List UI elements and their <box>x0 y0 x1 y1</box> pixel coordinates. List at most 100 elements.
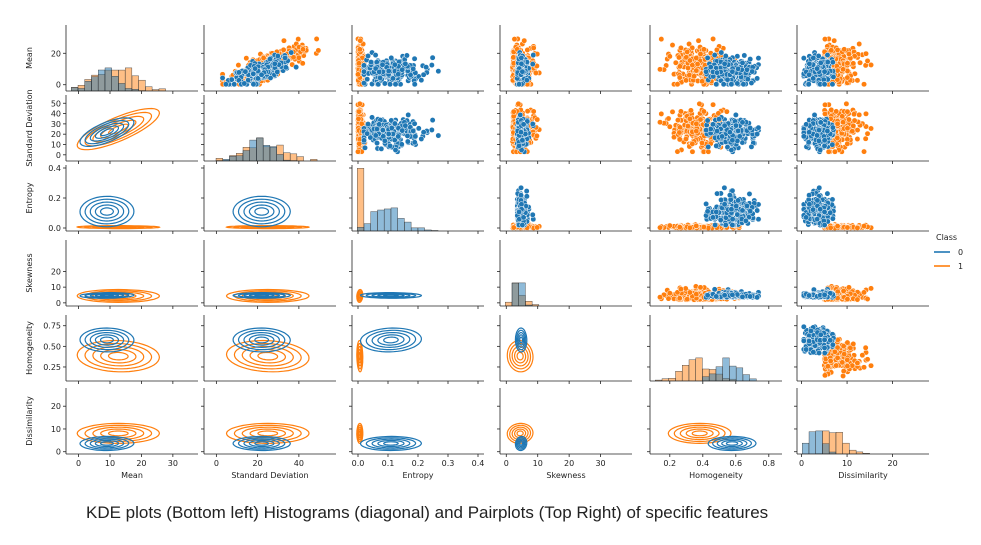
scatter-point <box>411 120 418 127</box>
scatter-point <box>863 50 869 57</box>
scatter-point <box>356 108 362 115</box>
histogram-bar <box>104 67 112 91</box>
scatter-point <box>705 143 712 150</box>
scatter-point <box>357 37 364 44</box>
scatter-point <box>372 132 379 139</box>
scatter-point <box>395 133 402 140</box>
scatter-point <box>418 77 425 84</box>
panel-standard-deviation-vs-homogeneity <box>647 95 782 164</box>
scatter-point <box>374 140 380 147</box>
scatter-point <box>861 81 867 88</box>
scatter-point <box>734 53 741 60</box>
scatter-point <box>361 68 367 75</box>
kde-contour <box>248 204 275 219</box>
scatter-point <box>358 120 365 127</box>
scatter-point <box>718 49 725 56</box>
scatter-point <box>710 101 717 108</box>
scatter-point <box>518 192 524 199</box>
scatter-point <box>515 100 522 107</box>
scatter-point <box>829 141 836 148</box>
scatter-point <box>355 115 362 122</box>
scatter-point <box>672 59 679 66</box>
scatter-point <box>376 68 383 75</box>
scatter-point <box>395 71 402 78</box>
scatter-point <box>687 107 694 114</box>
scatter-point <box>252 65 259 72</box>
scatter-point <box>404 132 411 139</box>
panel-entropy-vs-skewness <box>497 165 632 234</box>
scatter-point <box>843 100 850 107</box>
scatter-point <box>747 125 754 131</box>
scatter-point <box>834 134 841 141</box>
histogram-bar <box>131 75 139 91</box>
scatter-point <box>800 55 807 62</box>
scatter-point <box>288 49 295 56</box>
scatter-point <box>834 120 841 127</box>
scatter-point <box>868 125 874 132</box>
scatter-point <box>372 52 379 59</box>
scatter-point <box>510 108 517 115</box>
scatter-point <box>669 42 676 48</box>
scatter-point <box>703 68 710 75</box>
scatter-point <box>435 132 442 139</box>
scatter-point <box>810 54 817 61</box>
scatter-point <box>429 54 436 61</box>
scatter-point <box>683 77 689 84</box>
scatter-point <box>274 68 281 75</box>
scatter-point <box>693 128 700 135</box>
scatter-point <box>693 55 700 61</box>
scatter-point <box>856 111 863 118</box>
histogram-bar <box>256 137 264 161</box>
histogram-bar <box>125 67 133 91</box>
kde-contour <box>225 225 311 230</box>
scatter-point <box>863 110 869 117</box>
histogram-bar <box>84 81 92 91</box>
scatter-point <box>412 133 419 140</box>
scatter-point <box>694 61 701 68</box>
panel-entropy-vs-homogeneity <box>647 165 782 234</box>
y-tick-label: 0.2 <box>48 194 61 203</box>
scatter-point <box>379 61 386 68</box>
scatter-point <box>713 46 720 53</box>
scatter-point <box>529 61 536 68</box>
kde-contour <box>89 122 125 142</box>
scatter-point <box>697 51 704 58</box>
scatter-point <box>824 59 831 66</box>
scatter-point <box>686 115 693 122</box>
scatter-point <box>854 127 861 133</box>
scatter-point <box>864 57 871 64</box>
scatter-point <box>658 36 665 43</box>
scatter-point <box>282 54 288 61</box>
scatter-point <box>734 137 741 144</box>
scatter-point <box>735 127 742 134</box>
scatter-point <box>822 101 829 108</box>
scatter-point <box>817 59 824 66</box>
scatter-point <box>840 66 847 73</box>
scatter-point <box>516 209 523 215</box>
scatter-point <box>861 148 867 155</box>
scatter-point <box>715 110 722 117</box>
scatter-point <box>520 121 527 128</box>
scatter-point <box>699 78 706 85</box>
scatter-point <box>669 108 676 115</box>
kde-contour <box>243 201 281 222</box>
scatter-point <box>817 119 824 126</box>
scatter-point <box>674 117 681 124</box>
scatter-point <box>741 52 748 59</box>
scatter-point <box>844 125 851 132</box>
scatter-point <box>391 61 398 68</box>
scatter-point <box>684 48 691 55</box>
scatter-point <box>857 59 864 66</box>
scatter-point <box>410 65 417 72</box>
scatter-point <box>729 68 736 75</box>
histogram-bar <box>283 152 291 161</box>
scatter-point <box>369 114 375 121</box>
scatter-point <box>381 80 388 87</box>
scatter-point <box>511 36 518 43</box>
scatter-point <box>533 132 540 139</box>
scatter-point <box>733 122 739 129</box>
scatter-point <box>720 81 727 88</box>
scatter-point <box>697 116 704 123</box>
scatter-point <box>824 52 831 59</box>
